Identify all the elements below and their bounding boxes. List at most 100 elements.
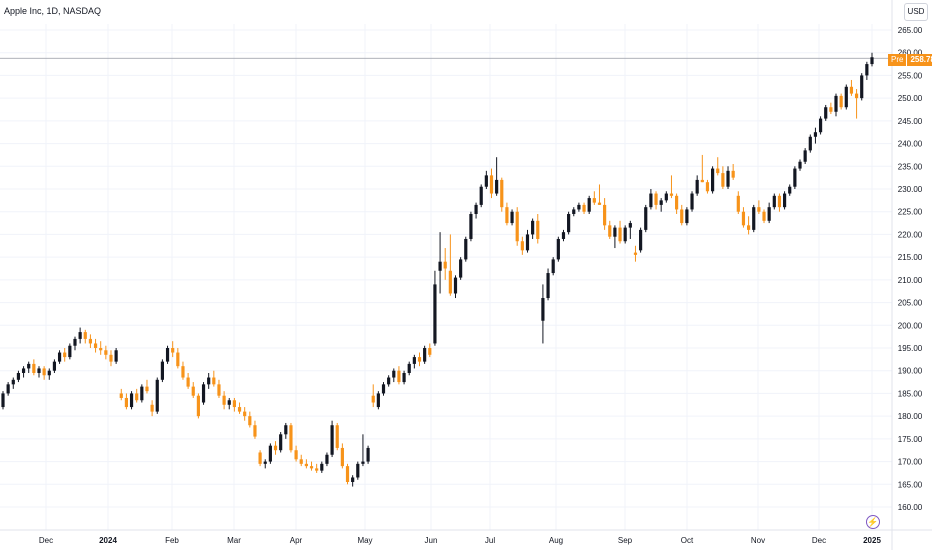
candle-body	[829, 107, 833, 112]
y-tick-label: 160.00	[898, 503, 923, 512]
candle	[762, 209, 766, 224]
candle-body	[865, 64, 869, 76]
currency-button[interactable]: USD	[904, 3, 928, 21]
candle	[613, 225, 617, 249]
y-tick-label: 205.00	[898, 299, 923, 308]
candle-body	[505, 207, 509, 224]
y-tick-label: 225.00	[898, 208, 923, 217]
candle	[289, 422, 293, 453]
candle	[361, 434, 365, 467]
candle	[644, 204, 648, 233]
candle	[104, 345, 108, 360]
candle-body	[417, 357, 422, 362]
candle-body	[608, 225, 612, 237]
candle	[27, 361, 31, 373]
y-tick-label: 185.00	[898, 389, 923, 398]
candle-body	[345, 466, 350, 483]
candle-body	[381, 384, 386, 394]
time-axis: Dec 2024 Feb Mar Apr May Jun Jul Aug Sep Oct Nov Dec…	[0, 529, 932, 545]
candle	[726, 166, 730, 189]
candle-body	[690, 193, 694, 210]
candle-body	[294, 450, 298, 460]
candle	[582, 202, 586, 214]
candle	[685, 207, 689, 226]
candle	[561, 229, 566, 242]
candle-body	[849, 86, 854, 94]
candle	[675, 193, 679, 214]
candle-body	[484, 175, 488, 187]
candle	[299, 454, 303, 467]
lightning-icon[interactable]: ⚡	[866, 515, 880, 529]
candle-body	[746, 225, 751, 230]
candle-body	[510, 211, 514, 224]
candle	[649, 189, 653, 210]
candle-body	[464, 238, 468, 260]
candle	[551, 257, 555, 276]
candle	[453, 275, 458, 299]
candle	[268, 443, 272, 464]
x-tick-label: Jun	[425, 536, 438, 545]
candle	[721, 166, 725, 189]
x-tick-label: Nov	[751, 536, 765, 545]
candle-body	[654, 193, 658, 205]
candle	[11, 377, 15, 389]
candle-body	[500, 179, 504, 208]
candle-body	[711, 168, 715, 192]
candle	[623, 225, 627, 244]
candle-body	[423, 348, 427, 362]
candle	[793, 166, 797, 189]
candle	[459, 257, 463, 280]
candle	[525, 229, 530, 253]
candle	[854, 89, 859, 119]
candle	[767, 202, 771, 224]
candle-body	[109, 354, 113, 362]
candle-body	[412, 357, 416, 364]
candle	[716, 157, 720, 176]
x-tick-label: 2024	[99, 536, 117, 545]
candle	[109, 350, 113, 367]
candle	[829, 102, 833, 115]
candle-body	[777, 195, 782, 208]
candle-body	[93, 343, 98, 348]
candle	[201, 382, 206, 405]
candle-body	[541, 298, 545, 321]
candle-body	[644, 207, 648, 230]
candle-body	[268, 445, 272, 462]
y-tick-label: 215.00	[898, 253, 923, 262]
candle	[366, 445, 370, 464]
candle-body	[217, 384, 221, 396]
candle	[222, 391, 226, 410]
candle-body	[397, 370, 401, 383]
candle-body	[613, 227, 617, 237]
y-tick-label: 200.00	[898, 321, 923, 330]
candle-body	[649, 193, 653, 208]
candle-body	[474, 204, 478, 214]
candle	[464, 236, 468, 262]
candle-body	[237, 407, 242, 412]
candle-body	[83, 332, 87, 339]
y-tick-label: 220.00	[898, 230, 923, 239]
candle-body	[243, 411, 247, 417]
candle	[865, 61, 869, 80]
candle-body	[114, 350, 118, 362]
candle	[145, 379, 149, 394]
candle	[232, 397, 236, 412]
candle-body	[145, 386, 149, 392]
candle-body	[808, 136, 812, 151]
candle	[135, 388, 139, 403]
candle	[345, 463, 350, 485]
candle-body	[340, 447, 344, 467]
candle-body	[68, 345, 72, 358]
candle	[680, 204, 684, 226]
candle	[16, 370, 21, 383]
candle-body	[818, 118, 823, 133]
candle-body	[135, 393, 139, 401]
candle-body	[32, 363, 36, 373]
candle-body	[63, 352, 67, 358]
candle	[119, 388, 123, 401]
candle	[42, 366, 46, 380]
y-tick-label: 260.00	[898, 49, 923, 58]
candle-body	[469, 213, 473, 239]
candle	[356, 461, 360, 480]
